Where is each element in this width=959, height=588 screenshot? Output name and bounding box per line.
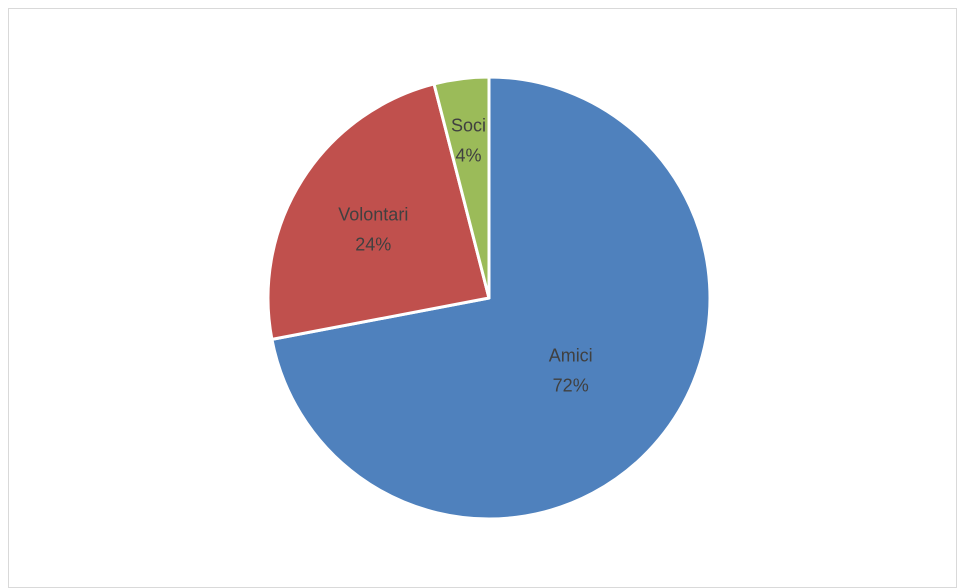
slice-label-soci: Soci (451, 116, 486, 136)
pie-slice-amici (270, 75, 712, 521)
pie-slice-soci (432, 75, 491, 300)
slice-value-amici: 72% (553, 376, 589, 396)
pie-slices (266, 75, 712, 521)
slice-value-soci: 4% (455, 146, 481, 166)
slice-label-amici: Amici (549, 346, 593, 366)
slice-value-volontari: 24% (355, 235, 391, 255)
pie-labels: Amici 72% Volontari 24% Soci 4% (338, 116, 592, 396)
pie-slice-volontari (266, 82, 491, 341)
slice-label-volontari: Volontari (338, 205, 408, 225)
